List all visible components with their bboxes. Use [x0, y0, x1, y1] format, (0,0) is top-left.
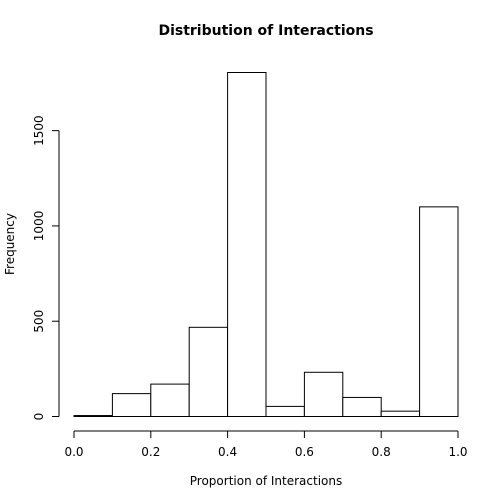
y-axis: 0 500 1000 1500	[32, 115, 60, 421]
histogram-bar	[419, 206, 459, 417]
histogram-bar	[380, 410, 421, 418]
y-axis-label: Frequency	[3, 213, 17, 275]
x-axis-label: Proportion of Interactions	[190, 474, 342, 488]
histogram-bar	[342, 396, 382, 418]
x-tick-label: 1.0	[448, 445, 467, 459]
y-tick-label: 1000	[32, 211, 46, 242]
x-tick-label: 0.6	[295, 445, 314, 459]
bars-group	[73, 72, 459, 418]
y-tick-label: 500	[32, 310, 46, 333]
histogram-bar	[150, 383, 190, 417]
chart-title: Distribution of Interactions	[158, 23, 373, 39]
x-axis: 0.0 0.2 0.4 0.6 0.8 1.0	[64, 430, 468, 459]
y-tick-label: 0	[32, 413, 46, 421]
x-tick-label: 0.4	[218, 445, 237, 459]
histogram-bar	[111, 393, 152, 417]
x-tick-label: 0.0	[64, 445, 83, 459]
histogram-bar	[73, 415, 113, 417]
histogram-bar	[188, 326, 229, 418]
x-tick-label: 0.2	[141, 445, 160, 459]
histogram-bar	[265, 405, 305, 418]
histogram-bar	[303, 371, 344, 417]
x-tick-label: 0.8	[372, 445, 391, 459]
y-tick-label: 1500	[32, 115, 46, 146]
histogram-bar	[227, 72, 267, 417]
